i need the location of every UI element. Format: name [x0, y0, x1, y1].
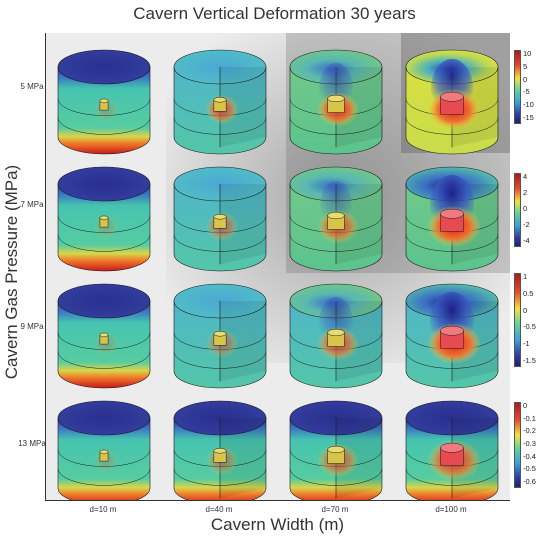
- cavern-top: [327, 94, 345, 103]
- colorbar-2: 4 2 0 -2 -4: [514, 172, 544, 247]
- x-axis-label: Cavern Width (m): [210, 515, 345, 534]
- colorbar-3: 1 0.5 0 -0.5 -1 -1.5: [514, 272, 544, 367]
- colorbar-gradient: [514, 173, 521, 247]
- cavern-top: [213, 448, 227, 454]
- colorbar-gradient: [514, 273, 521, 367]
- cylinder-r3-c4: [405, 283, 499, 389]
- cavern-top: [99, 449, 109, 455]
- colorbar-tick-label: -0.2: [523, 426, 536, 435]
- cylinder-r1-c3: [289, 49, 383, 155]
- cylinder-r4-c4: [405, 400, 499, 500]
- cavern-top: [213, 214, 227, 220]
- colorbar-tick-label: 0.5: [523, 289, 534, 298]
- colorbar-gradient: [514, 402, 521, 488]
- column-label-d100: d=100 m: [435, 505, 467, 514]
- row-label-7mpa: 7 MPa: [20, 200, 44, 209]
- layer-line: [57, 468, 151, 486]
- column-label-d10: d=10 m: [89, 505, 117, 514]
- cylinder-r4-c1: [57, 400, 151, 500]
- colorbar-gradient: [514, 50, 521, 124]
- colorbar-tick-label: -5: [523, 87, 530, 96]
- colorbar-tick-label: -15: [523, 113, 534, 122]
- colorbar-tick-label: -0.4: [523, 452, 536, 461]
- layer-line: [57, 234, 151, 252]
- cavern-top: [327, 211, 345, 220]
- colorbar-tick-label: 0: [523, 75, 528, 84]
- cutaway-face: [220, 67, 266, 148]
- cavern-top: [213, 331, 227, 337]
- row-label-5mpa: 5 MPa: [20, 82, 44, 91]
- colorbar-1: 10 5 0 -5 -10 -15: [514, 49, 544, 124]
- colorbar-tick-label: 0: [523, 401, 528, 410]
- colorbar-tick-label: -10: [523, 100, 534, 109]
- cylinder-top: [57, 166, 151, 202]
- cylinder-top: [57, 283, 151, 319]
- row-label-13mpa: 13 MPa: [18, 439, 46, 448]
- colorbar-tick-label: -0.5: [523, 464, 536, 473]
- colorbar-tick-label: 0: [523, 306, 528, 315]
- cavern-top: [99, 215, 109, 221]
- colorbar-tick-label: -1: [523, 339, 530, 348]
- cutaway-face: [220, 301, 266, 382]
- colorbar-4: 0 -0.1 -0.2 -0.3 -0.4 -0.5 -0.6: [514, 401, 544, 488]
- cavern-top: [99, 98, 109, 104]
- cylinder-top: [57, 400, 151, 436]
- layer-line: [57, 117, 151, 135]
- cylinder-r4-c2: [173, 400, 267, 500]
- deformation-grid-panel: [45, 33, 510, 501]
- cylinder-r2-c3: [289, 166, 383, 272]
- colorbar-tick-label: -4: [523, 236, 530, 245]
- cylinder-r1-c4: [405, 49, 499, 155]
- layer-line: [57, 351, 151, 369]
- row-label-9mpa: 9 MPa: [20, 322, 44, 331]
- cylinder-r1-c1: [57, 49, 151, 155]
- colorbar-tick-label: -2: [523, 220, 530, 229]
- cylinder-r3-c3: [289, 283, 383, 389]
- colorbar-tick-label: -0.1: [523, 414, 536, 423]
- cylinder-r4-c3: [289, 400, 383, 500]
- colorbar-tick-label: 1: [523, 272, 528, 281]
- cylinder-r3-c2: [173, 283, 267, 389]
- cylinder-r2-c1: [57, 166, 151, 272]
- cavern-top: [440, 325, 464, 336]
- colorbar-tick-label: -0.6: [523, 477, 536, 486]
- cutaway-face: [220, 184, 266, 265]
- cylinder-grid: [57, 49, 499, 500]
- colorbar-tick-label: 5: [523, 62, 528, 71]
- figure-title: Cavern Vertical Deformation 30 years: [133, 4, 416, 23]
- cylinder-r3-c1: [57, 283, 151, 389]
- cavern-top: [213, 97, 227, 103]
- cutaway-face: [220, 418, 266, 499]
- cavern-top: [440, 208, 464, 219]
- y-axis-label: Cavern Gas Pressure (MPa): [2, 164, 21, 380]
- cylinder-r2-c2: [173, 166, 267, 272]
- cavern-top: [440, 442, 464, 453]
- cavern-top: [440, 91, 464, 102]
- cylinder-top: [57, 49, 151, 85]
- colorbar-tick-label: -0.3: [523, 439, 536, 448]
- colorbar-tick-label: -1.5: [523, 356, 536, 365]
- cutaway-face: [336, 418, 382, 499]
- column-label-d70: d=70 m: [321, 505, 349, 514]
- colorbar-tick-label: -0.5: [523, 322, 536, 331]
- cylinder-r1-c2: [173, 49, 267, 155]
- colorbar-tick-label: 2: [523, 188, 528, 197]
- colorbar-tick-label: 4: [523, 172, 528, 181]
- column-label-d40: d=40 m: [205, 505, 233, 514]
- cylinder-r2-c4: [405, 166, 499, 272]
- cavern-top: [327, 328, 345, 337]
- colorbar-tick-label: 10: [523, 49, 532, 58]
- colorbar-tick-label: 0: [523, 204, 528, 213]
- cavern-top: [327, 445, 345, 454]
- cavern-top: [99, 332, 109, 338]
